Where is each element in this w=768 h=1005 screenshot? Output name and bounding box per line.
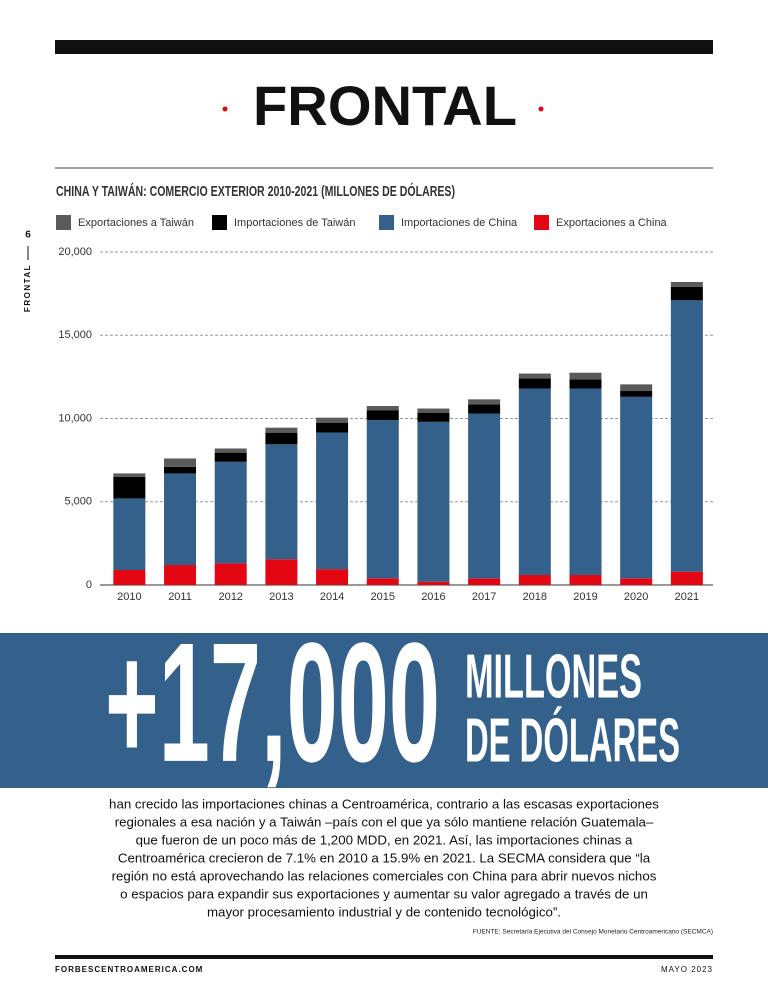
dot	[222, 106, 228, 112]
x-tick-label: 2019	[573, 591, 597, 603]
bar-segment	[468, 399, 501, 405]
bar-segment	[670, 286, 703, 301]
bar-segment	[620, 391, 653, 397]
bar-segment	[164, 473, 197, 566]
bar-segment	[620, 384, 653, 392]
legend-label: Exportaciones a China	[556, 217, 668, 229]
x-tick-label: 2021	[675, 591, 699, 603]
side-section: FRONTAL	[23, 264, 32, 312]
bar-segment	[265, 432, 298, 445]
legend-label: Importaciones de China	[401, 217, 518, 229]
bar-segment	[164, 458, 197, 467]
bar-segment	[316, 417, 349, 423]
bar-segment	[569, 575, 602, 585]
legend-swatch	[534, 215, 549, 230]
bar-segment	[265, 559, 298, 585]
bar-segment	[417, 581, 450, 585]
bar-segment	[518, 575, 551, 585]
legend-swatch	[212, 215, 227, 230]
bar-segment	[468, 413, 501, 579]
bar-segment	[569, 388, 602, 576]
highlight-unit: DE DÓLARES	[465, 706, 680, 775]
bar-segment	[670, 281, 703, 287]
section-title: FRONTAL	[253, 74, 517, 137]
x-tick-label: 2010	[117, 591, 141, 603]
y-tick-label: 0	[86, 579, 92, 591]
y-tick-label: 20,000	[58, 246, 92, 258]
dot	[538, 106, 544, 112]
bar-segment	[468, 578, 501, 585]
highlight-number: +17,000	[105, 608, 440, 798]
body-line: región no está aprovechando las relacion…	[112, 869, 657, 884]
x-tick-label: 2013	[269, 591, 293, 603]
bar-segment	[265, 427, 298, 433]
bar-segment	[366, 406, 399, 411]
bar-segment	[366, 410, 399, 421]
x-tick-label: 2012	[218, 591, 242, 603]
bar-segment	[366, 420, 399, 579]
body-line: regionales a esa nación y a Taiwán –país…	[115, 815, 654, 830]
chart-title: CHINA Y TAIWÁN: COMERCIO EXTERIOR 2010-2…	[56, 182, 455, 200]
bar-segment	[670, 300, 703, 572]
legend-label: Importaciones de Taiwán	[234, 217, 355, 229]
x-tick-label: 2016	[421, 591, 445, 603]
x-tick-label: 2018	[523, 591, 547, 603]
bar-segment	[214, 452, 247, 462]
y-tick-label: 15,000	[58, 329, 92, 341]
footer-left: FORBESCENTROAMERICA.COM	[55, 965, 203, 974]
bar-segment	[113, 570, 146, 585]
bar-segment	[316, 422, 349, 433]
bar-segment	[670, 571, 703, 585]
body-line: que fueron de un poco más de 1,200 MDD, …	[136, 833, 633, 848]
legend-swatch	[56, 215, 71, 230]
page-number: 6	[25, 230, 31, 241]
banner	[0, 633, 768, 788]
y-tick-label: 5,000	[64, 496, 92, 508]
body-line: o espacios para expandir sus exportacion…	[120, 887, 648, 902]
bar-segment	[366, 578, 399, 585]
bar-segment	[265, 444, 298, 560]
bar-segment	[164, 565, 197, 585]
source: FUENTE: Secretaría Ejecutiva del Consejo…	[473, 929, 713, 936]
bar-segment	[417, 408, 450, 413]
bar-segment	[113, 498, 146, 571]
bar-segment	[569, 379, 602, 389]
bar-segment	[620, 578, 653, 585]
bar-segment	[569, 372, 602, 380]
bar-segment	[214, 448, 247, 453]
highlight-unit: MILLONES	[465, 642, 642, 711]
x-tick-label: 2011	[168, 591, 192, 603]
bar-segment	[468, 404, 501, 414]
top-bar	[55, 40, 713, 54]
bar-segment	[620, 396, 653, 579]
body-line: mayor procesamiento industrial y de cont…	[207, 905, 561, 920]
bar-segment	[417, 421, 450, 582]
legend-swatch	[379, 215, 394, 230]
bar-segment	[316, 432, 349, 570]
bar-segment	[417, 412, 450, 422]
body-line: Centroamérica crecieron de 7.1% en 2010 …	[118, 851, 651, 866]
x-tick-label: 2014	[320, 591, 344, 603]
bar-segment	[316, 569, 349, 585]
bar-segment	[113, 476, 146, 499]
bottom-bar	[55, 955, 713, 959]
bar-segment	[518, 378, 551, 389]
bar-segment	[164, 466, 197, 474]
bar-segment	[113, 473, 146, 477]
bar-segment	[214, 563, 247, 585]
bar-segment	[518, 388, 551, 576]
x-tick-label: 2015	[371, 591, 395, 603]
bar-segment	[518, 373, 551, 379]
bar-segment	[214, 461, 247, 564]
y-tick-label: 10,000	[58, 412, 92, 424]
x-tick-label: 2020	[624, 591, 648, 603]
legend-label: Exportaciones a Taiwán	[78, 217, 194, 229]
footer-right: MAYO 2023	[661, 965, 713, 974]
body-line: han crecido las importaciones chinas a C…	[109, 797, 659, 812]
x-tick-label: 2017	[472, 591, 496, 603]
